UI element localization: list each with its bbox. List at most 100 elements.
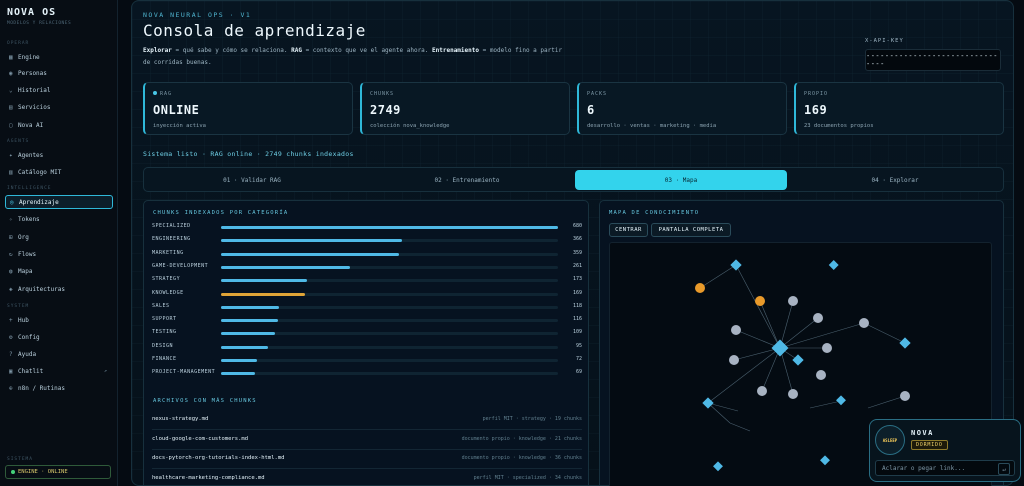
file-row[interactable]: healthcare-marketing-compliance.md perfil… bbox=[152, 471, 582, 486]
server-icon: ▤ bbox=[9, 103, 13, 111]
nova-chat-input[interactable]: Aclarar o pegar link... ↵ bbox=[875, 460, 1015, 476]
graph-edge bbox=[699, 264, 737, 289]
category-row: MARKETING 359 bbox=[152, 250, 582, 260]
sidebar-section-sistema: SISTEMA bbox=[7, 457, 33, 462]
category-count: 169 bbox=[572, 289, 582, 296]
category-count: 95 bbox=[575, 342, 582, 349]
token-icon: ✧ bbox=[9, 215, 13, 223]
sidebar-section-operar: OPERAR bbox=[7, 41, 30, 46]
graph-node bbox=[757, 386, 767, 396]
send-icon[interactable]: ↵ bbox=[998, 463, 1010, 475]
sidebar-item-arquitecturas[interactable]: ◈ Arquitecturas bbox=[9, 285, 65, 293]
graph-node bbox=[788, 296, 798, 306]
tab-explorar[interactable]: 04 · Explorar bbox=[871, 176, 919, 184]
online-dot-icon bbox=[153, 91, 157, 95]
file-row[interactable]: nexus-strategy.md perfil MIT · strategy ·… bbox=[152, 412, 582, 430]
category-name: FINANCE bbox=[152, 356, 177, 362]
sidebar-item-catalogo-mit[interactable]: ▥ Catálogo MIT bbox=[9, 168, 62, 176]
tab-entrenamiento[interactable]: 02 · Entrenamiento bbox=[434, 176, 500, 184]
sidebar-item-historial[interactable]: ⌄ Historial bbox=[9, 86, 51, 94]
category-name: SALES bbox=[152, 302, 170, 309]
sidebar-item-config[interactable]: ⚙ Config bbox=[9, 333, 40, 341]
category-row: SUPPORT 116 bbox=[152, 316, 582, 326]
graph-edge bbox=[761, 347, 781, 392]
knowledge-graph-svg bbox=[695, 259, 911, 472]
card-propio: PROPIO 169 23 documentos propios bbox=[794, 82, 1004, 135]
graph-edge bbox=[863, 322, 906, 344]
api-key-label: X-API-KEY bbox=[865, 38, 904, 44]
graph-edge bbox=[779, 347, 794, 395]
api-key-input[interactable]: -------------------------------- bbox=[865, 49, 1001, 71]
sidebar-item-chatlit[interactable]: ▣ Chatlit ↗ bbox=[9, 367, 107, 375]
sidebar-item-nova-ai[interactable]: ▢ Nova AI bbox=[9, 121, 44, 129]
chunks-panel: CHUNKS INDEXADOS POR CATEGORÍA SPECIALIZ… bbox=[143, 200, 589, 486]
graph-edge bbox=[733, 347, 781, 361]
graph-edge bbox=[779, 317, 819, 349]
card-rag: RAG ONLINE inyección activa bbox=[143, 82, 353, 135]
graph-node bbox=[731, 325, 741, 335]
graph-node bbox=[813, 313, 823, 323]
fullscreen-button[interactable]: PANTALLA COMPLETA bbox=[651, 223, 731, 237]
tab-bar: 01 · Validar RAG 02 · Entrenamiento 03 ·… bbox=[143, 167, 1004, 192]
file-name: cloud-google-com-customers.md bbox=[152, 435, 249, 442]
card-value: 169 bbox=[804, 103, 828, 117]
category-bar-track bbox=[221, 372, 558, 376]
category-row: PROJECT-MANAGEMENT 69 bbox=[152, 369, 582, 379]
page-title: Consola de aprendizaje bbox=[143, 21, 366, 40]
category-name: KNOWLEDGE bbox=[152, 289, 184, 296]
sidebar-item-mapa[interactable]: ◍ Mapa bbox=[9, 267, 33, 275]
category-count: 118 bbox=[572, 302, 582, 309]
category-count: 173 bbox=[572, 276, 582, 283]
status-line: Sistema listo · RAG online · 2749 chunks… bbox=[143, 150, 354, 158]
sidebar-item-tokens[interactable]: ✧ Tokens bbox=[9, 215, 40, 223]
card-sub: colección nova_knowledge bbox=[370, 123, 450, 129]
graph-node bbox=[816, 370, 826, 380]
graph-node bbox=[836, 395, 846, 406]
category-bar-track bbox=[221, 265, 558, 269]
brain-icon: ◎ bbox=[10, 198, 14, 206]
category-count: 116 bbox=[572, 316, 582, 323]
sidebar-item-servicios[interactable]: ▤ Servicios bbox=[9, 103, 51, 111]
file-row[interactable]: docs-pytorch-org-tutorials-index-html.md… bbox=[152, 451, 582, 469]
category-bar-fill bbox=[221, 319, 279, 323]
nova-avatar[interactable]: ASLEEP bbox=[875, 425, 905, 455]
category-count: 359 bbox=[572, 249, 582, 256]
category-row: DESIGN 95 bbox=[152, 343, 582, 353]
sidebar-item-agentes[interactable]: ✦ Agentes bbox=[9, 151, 44, 159]
files-title: ARCHIVOS CON MÁS CHUNKS bbox=[153, 398, 257, 404]
category-bar-fill bbox=[221, 226, 558, 229]
sidebar-item-engine[interactable]: ▦ Engine bbox=[9, 53, 40, 61]
file-row[interactable]: cloud-google-com-customers.md documento p… bbox=[152, 432, 582, 450]
sidebar-item-personas[interactable]: ◉ Personas bbox=[9, 69, 47, 77]
nova-status-badge: DORMIDO bbox=[911, 440, 948, 450]
category-name: MARKETING bbox=[152, 249, 184, 256]
category-bar-fill bbox=[221, 345, 269, 349]
sidebar-section-agents: AGENTS bbox=[7, 139, 30, 144]
category-row: ENGINEERING 366 bbox=[152, 236, 582, 246]
graph-edge bbox=[867, 395, 906, 409]
sidebar-item-aprendizaje[interactable]: ◎ Aprendizaje bbox=[5, 195, 113, 209]
chevron-icon: ⌄ bbox=[9, 86, 13, 94]
users-icon: ◉ bbox=[9, 69, 13, 77]
sidebar-item-ayuda[interactable]: ? Ayuda bbox=[9, 350, 37, 358]
center-button[interactable]: CENTRAR bbox=[609, 223, 648, 237]
sidebar-item-hub[interactable]: + Hub bbox=[9, 316, 29, 324]
graph-node bbox=[859, 318, 869, 328]
graph-node bbox=[899, 337, 911, 349]
tab-mapa[interactable]: 03 · Mapa bbox=[575, 170, 787, 190]
page-kicker: NOVA NEURAL OPS · V1 bbox=[143, 11, 252, 19]
sidebar-item-flows[interactable]: ↻ Flows bbox=[9, 250, 37, 258]
chat-icon: ▢ bbox=[9, 121, 13, 129]
tab-validar-rag[interactable]: 01 · Validar RAG bbox=[223, 176, 281, 184]
graph-edge bbox=[729, 422, 751, 432]
sidebar-item-n8n-rutinas[interactable]: ⊕ n8n / Rutinas bbox=[9, 384, 65, 392]
graph-node bbox=[788, 389, 798, 399]
file-name: docs-pytorch-org-tutorials-index-html.md bbox=[152, 455, 285, 461]
page-description: Explorar = qué sabe y cómo se relaciona.… bbox=[143, 47, 563, 66]
map-icon: ◍ bbox=[9, 267, 13, 275]
sidebar-section-system: SYSTEM bbox=[7, 304, 30, 309]
file-meta: perfil MIT · strategy · 19 chunks bbox=[482, 416, 582, 422]
category-bar-fill bbox=[221, 372, 256, 376]
sidebar-item-org[interactable]: ⊞ Org bbox=[9, 233, 29, 241]
category-bar-fill bbox=[221, 305, 280, 309]
